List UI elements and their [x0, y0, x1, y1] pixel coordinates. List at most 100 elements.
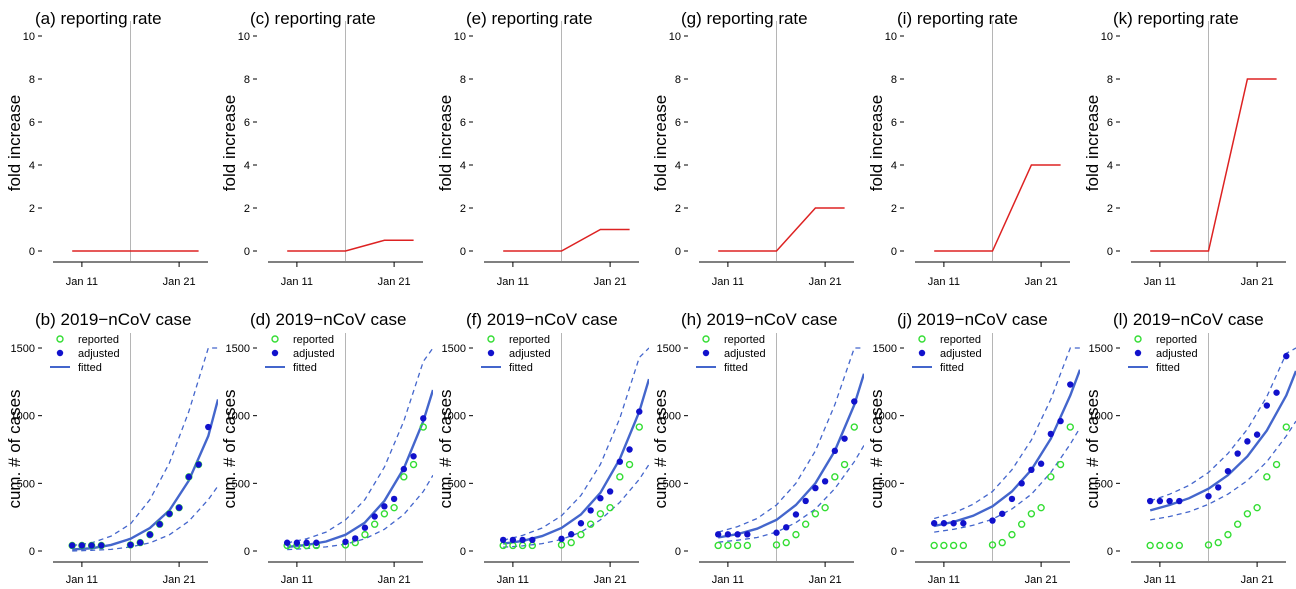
reported-point [370, 520, 379, 528]
legend-label: reported [293, 334, 334, 346]
y-tick-label: 500 [17, 478, 35, 490]
panel-c: (c) reporting rate fold increase 0 2 4 6 8 10 Ja… [220, 9, 423, 288]
y-tick-label: 6 [675, 117, 681, 129]
legend-adjusted-marker [56, 349, 64, 357]
adjusted-point [606, 488, 614, 495]
y-tick-label: 2 [891, 203, 897, 215]
panel-l: (l) 2019−nCoV case cum. # of cases 0 500 100… [1083, 310, 1296, 586]
y-tick-label: 500 [1095, 478, 1113, 490]
reported-point [733, 541, 742, 550]
upper-bound-curve [287, 347, 433, 544]
reported-point [998, 538, 1006, 547]
reported-point [743, 541, 752, 550]
adjusted-point [616, 458, 624, 465]
adjusted-point [420, 415, 427, 422]
x-tick-label: Jan 11 [281, 574, 313, 586]
reported-point [1282, 423, 1290, 431]
reported-point [1253, 503, 1261, 512]
adjusted-point [303, 539, 310, 546]
y-axis-label: fold increase [651, 95, 670, 191]
adjusted-point [146, 531, 154, 538]
adjusted-point [529, 536, 536, 544]
x-tick-label: Jan 21 [594, 574, 627, 586]
y-tick-label: 1500 [11, 343, 35, 355]
lower-bound-curve [503, 464, 649, 548]
reported-point [1066, 423, 1074, 431]
y-tick-label: 2 [1107, 203, 1113, 215]
reported-point [792, 530, 800, 539]
y-tick-label: 10 [669, 31, 681, 43]
legend-label: fitted [293, 362, 317, 374]
y-tick-label: 2 [244, 203, 250, 215]
legend-label: fitted [940, 362, 964, 374]
y-tick-label: 6 [244, 117, 250, 129]
y-tick-label: 4 [891, 160, 897, 172]
legend-adjusted-marker [1134, 349, 1142, 357]
adjusted-point [1057, 417, 1064, 425]
adjusted-point [812, 484, 819, 492]
reported-point [1263, 473, 1271, 481]
y-tick-label: 1500 [226, 343, 250, 355]
y-tick-label: 0 [1107, 246, 1113, 258]
y-tick-label: 8 [460, 74, 466, 86]
adjusted-point [1253, 431, 1261, 438]
legend-label: reported [940, 334, 981, 346]
reported-point [596, 510, 605, 518]
y-axis-label: fold increase [867, 95, 886, 191]
y-tick-label: 1000 [873, 411, 897, 423]
adjusted-point [1176, 497, 1183, 505]
panel-title: (c) reporting rate [250, 9, 376, 28]
y-tick-label: 500 [879, 478, 897, 490]
y-tick-label: 1000 [11, 411, 35, 423]
legend-adjusted-marker [918, 349, 926, 357]
legend-label: adjusted [1156, 348, 1198, 360]
adjusted-point [714, 531, 722, 538]
legend-label: fitted [724, 362, 748, 374]
x-tick-label: Jan 21 [594, 276, 627, 288]
y-tick-label: 2 [29, 203, 35, 215]
adjusted-point [390, 495, 398, 503]
y-tick-label: 1500 [657, 343, 681, 355]
y-tick-label: 4 [29, 160, 35, 172]
adjusted-point [175, 504, 183, 511]
fitted-curve [72, 399, 218, 551]
adjusted-point [509, 536, 517, 544]
legend-label: reported [78, 334, 119, 346]
reported-point [1214, 538, 1222, 547]
y-tick-label: 1500 [442, 343, 466, 355]
x-tick-label: Jan 11 [928, 276, 960, 288]
legend-label: adjusted [293, 348, 335, 360]
reported-point [1243, 510, 1252, 518]
upper-bound-curve [934, 347, 1080, 520]
legend-label: adjusted [940, 348, 982, 360]
adjusted-point [1215, 484, 1222, 491]
y-tick-label: 10 [238, 31, 250, 43]
adjusted-point [205, 423, 212, 431]
reported-point [959, 541, 968, 550]
adjusted-point [499, 536, 507, 544]
y-tick-label: 6 [891, 117, 897, 129]
legend-label: reported [1156, 334, 1197, 346]
y-tick-label: 2 [675, 203, 681, 215]
x-tick-label: Jan 21 [378, 574, 411, 586]
reported-point [606, 503, 614, 512]
adjusted-point [137, 539, 144, 546]
y-tick-label: 0 [29, 546, 35, 558]
panel-d: (d) 2019−nCoV case cum. # of cases 0 500 100… [220, 310, 433, 586]
x-tick-label: Jan 11 [712, 276, 744, 288]
y-tick-label: 0 [244, 246, 250, 258]
adjusted-point [930, 520, 938, 527]
x-tick-label: Jan 11 [281, 276, 313, 288]
adjusted-point [1008, 495, 1016, 503]
adjusted-point [841, 435, 848, 442]
legend-adjusted-marker [702, 349, 710, 357]
reported-point [930, 541, 938, 550]
adjusted-point [1263, 402, 1271, 409]
adjusted-point [519, 536, 526, 544]
adjusted-point [195, 461, 202, 468]
y-axis-label: cum. # of cases [5, 389, 24, 508]
y-tick-label: 1000 [1089, 411, 1113, 423]
adjusted-point [381, 503, 388, 510]
adjusted-point [734, 531, 741, 538]
x-tick-label: Jan 21 [1241, 574, 1274, 586]
